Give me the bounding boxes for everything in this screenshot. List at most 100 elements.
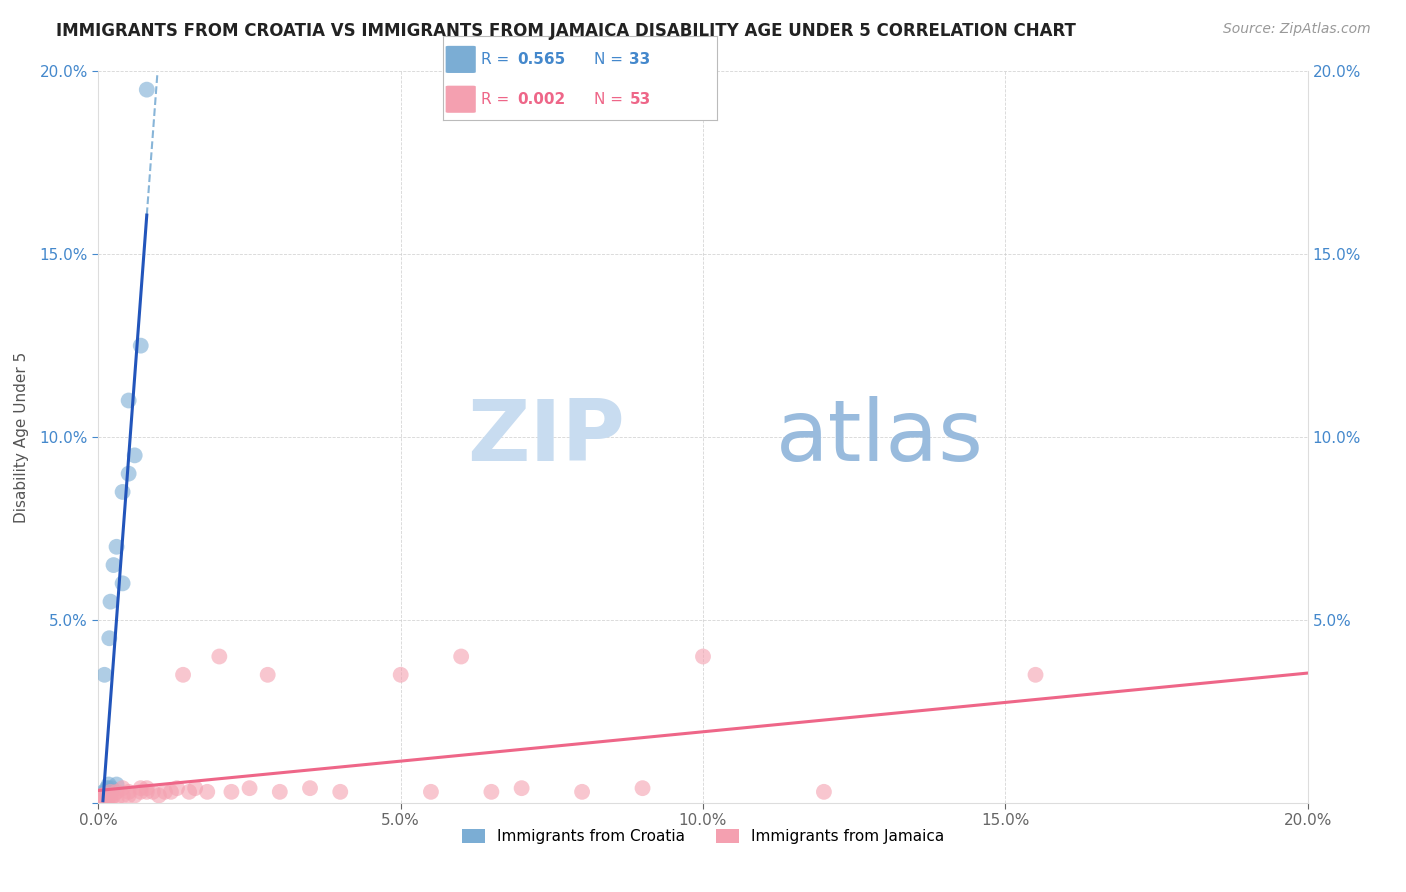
Text: R =: R =: [481, 52, 515, 67]
Text: 53: 53: [630, 92, 651, 107]
Point: [93, 789, 115, 803]
Point: [135, 785, 157, 799]
Point: [90, 792, 112, 806]
Point: [96, 781, 118, 796]
Point: [100, 594, 122, 608]
Point: [179, 785, 201, 799]
Point: [256, 667, 278, 681]
Point: [299, 781, 322, 796]
Point: [142, 785, 165, 799]
Point: [91, 789, 114, 803]
Point: [118, 789, 141, 803]
Text: 33: 33: [630, 52, 651, 67]
Point: [100, 785, 122, 799]
Point: [329, 785, 352, 799]
Point: [93, 792, 115, 806]
Point: [96, 785, 118, 799]
Point: [100, 792, 122, 806]
Point: [631, 781, 654, 796]
Point: [111, 789, 134, 803]
Point: [94, 789, 117, 803]
Point: [105, 785, 128, 799]
Point: [97, 778, 120, 792]
Point: [93, 667, 115, 681]
Point: [100, 789, 122, 803]
Point: [90, 792, 112, 806]
Text: R =: R =: [481, 92, 515, 107]
Y-axis label: Disability Age Under 5: Disability Age Under 5: [14, 351, 28, 523]
Point: [269, 785, 291, 799]
Point: [166, 781, 188, 796]
Text: atlas: atlas: [776, 395, 984, 479]
Point: [129, 781, 152, 796]
Point: [124, 448, 146, 462]
Point: [89, 792, 111, 806]
Point: [510, 781, 533, 796]
Text: N =: N =: [593, 92, 627, 107]
Point: [96, 792, 118, 806]
Point: [96, 789, 118, 803]
Point: [98, 632, 121, 646]
Point: [153, 785, 176, 799]
Point: [111, 576, 134, 591]
Point: [100, 781, 122, 796]
Point: [91, 789, 114, 803]
Text: IMMIGRANTS FROM CROATIA VS IMMIGRANTS FROM JAMAICA DISABILITY AGE UNDER 5 CORREL: IMMIGRANTS FROM CROATIA VS IMMIGRANTS FR…: [56, 22, 1076, 40]
Point: [105, 792, 128, 806]
Point: [103, 789, 125, 803]
Point: [481, 785, 503, 799]
Point: [90, 792, 112, 806]
Point: [118, 467, 141, 481]
Point: [91, 789, 114, 803]
Point: [450, 649, 472, 664]
Point: [90, 792, 112, 806]
FancyBboxPatch shape: [446, 86, 475, 112]
Point: [208, 649, 231, 664]
Point: [97, 789, 120, 803]
FancyBboxPatch shape: [446, 45, 475, 73]
Point: [94, 792, 117, 806]
Legend: Immigrants from Croatia, Immigrants from Jamaica: Immigrants from Croatia, Immigrants from…: [456, 822, 950, 850]
Point: [91, 792, 114, 806]
Point: [389, 667, 412, 681]
Point: [172, 667, 194, 681]
Text: 0.565: 0.565: [517, 52, 565, 67]
Point: [89, 792, 111, 806]
Point: [221, 785, 243, 799]
Text: 0.002: 0.002: [517, 92, 565, 107]
Point: [239, 781, 262, 796]
Point: [160, 785, 183, 799]
Point: [118, 393, 141, 408]
Text: Source: ZipAtlas.com: Source: ZipAtlas.com: [1223, 22, 1371, 37]
Point: [1024, 667, 1046, 681]
Point: [91, 789, 114, 803]
Point: [93, 789, 115, 803]
Point: [195, 785, 218, 799]
Point: [184, 781, 207, 796]
Point: [135, 82, 157, 96]
Text: ZIP: ZIP: [467, 395, 624, 479]
Point: [89, 794, 111, 808]
Point: [111, 485, 134, 500]
Point: [97, 781, 120, 796]
Point: [103, 558, 125, 573]
Point: [91, 792, 114, 806]
Point: [96, 785, 118, 799]
Point: [813, 785, 835, 799]
Point: [93, 785, 115, 799]
Point: [135, 781, 157, 796]
Point: [692, 649, 714, 664]
Point: [124, 789, 146, 803]
Point: [118, 785, 141, 799]
Point: [105, 540, 128, 554]
Point: [105, 778, 128, 792]
Point: [129, 785, 152, 799]
Point: [100, 785, 122, 799]
Point: [129, 338, 152, 352]
Text: N =: N =: [593, 52, 627, 67]
Point: [111, 781, 134, 796]
Point: [420, 785, 443, 799]
Point: [571, 785, 593, 799]
Point: [90, 789, 112, 803]
Point: [93, 792, 115, 806]
